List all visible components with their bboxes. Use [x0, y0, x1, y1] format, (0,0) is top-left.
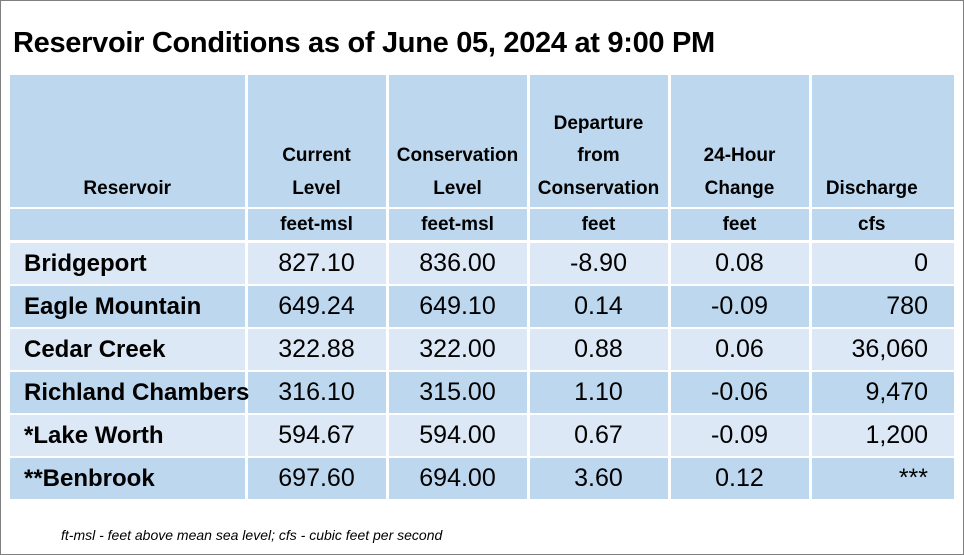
departure-value: -8.90 [528, 241, 671, 286]
change-value: -0.09 [669, 414, 812, 458]
current-level: 649.24 [246, 285, 389, 329]
reservoir-name: Eagle Mountain [10, 285, 248, 329]
header-24h-change: 24-Hour Change [669, 75, 812, 208]
conservation-level: 315.00 [387, 371, 530, 415]
reservoir-name: Bridgeport [10, 241, 248, 286]
current-level: 827.10 [246, 241, 389, 286]
header-line: from [577, 145, 620, 166]
header-line: Discharge [825, 177, 918, 199]
header-line: Departure [553, 112, 644, 134]
change-value: 0.12 [669, 457, 812, 501]
header-line: Level [292, 177, 341, 199]
discharge-value: 0 [810, 241, 954, 286]
table-row: Richland Chambers 316.10 315.00 1.10 -0.… [10, 371, 954, 415]
unit-departure: feet [528, 207, 671, 243]
departure-value: 3.60 [528, 457, 671, 501]
conservation-level: 594.00 [387, 414, 530, 458]
departure-value: 0.67 [528, 414, 671, 458]
header-discharge: Discharge [810, 75, 954, 208]
table-row: Bridgeport 827.10 836.00 -8.90 0.08 0 [10, 241, 954, 286]
departure-value: 1.10 [528, 371, 671, 415]
unit-conservation-level: feet-msl [387, 207, 530, 243]
discharge-value: 780 [810, 285, 954, 329]
unit-discharge: cfs [810, 207, 954, 243]
unit-reservoir [10, 207, 248, 243]
reservoir-name: Richland Chambers [10, 371, 249, 415]
header-reservoir-label: Reservoir [83, 177, 172, 199]
header-line: 24-Hour [703, 145, 776, 166]
conservation-level: 322.00 [387, 328, 530, 372]
table-row: Cedar Creek 322.88 322.00 0.88 0.06 36,0… [10, 328, 954, 372]
current-level: 322.88 [246, 328, 389, 372]
change-value: -0.06 [669, 371, 812, 415]
conservation-level: 649.10 [387, 285, 530, 329]
header-departure: Departure from Conservation [528, 75, 671, 208]
table-row: *Lake Worth 594.67 594.00 0.67 -0.09 1,2… [10, 414, 954, 458]
discharge-value: 1,200 [810, 414, 954, 458]
conservation-level: 694.00 [387, 457, 530, 501]
discharge-value: 36,060 [810, 328, 954, 372]
reservoir-name: **Benbrook [10, 457, 248, 501]
discharge-value: *** [810, 457, 954, 501]
unit-current-level: feet-msl [246, 207, 389, 243]
departure-value: 0.14 [528, 285, 671, 329]
change-value: 0.08 [669, 241, 812, 286]
table-row: **Benbrook 697.60 694.00 3.60 0.12 *** [10, 457, 954, 501]
departure-value: 0.88 [528, 328, 671, 372]
header-line: Conservation [396, 145, 519, 166]
current-level: 697.60 [246, 457, 389, 501]
header-reservoir: Reservoir [10, 75, 248, 208]
change-value: 0.06 [669, 328, 812, 372]
change-value: -0.09 [669, 285, 812, 329]
reservoir-name: Cedar Creek [10, 328, 248, 372]
conservation-level: 836.00 [387, 241, 530, 286]
header-current-level: Current Level [246, 75, 389, 208]
table-row: Eagle Mountain 649.24 649.10 0.14 -0.09 … [10, 285, 954, 329]
header-conservation-level: Conservation Level [387, 75, 530, 208]
header-line: Change [704, 177, 775, 199]
header-line: Current [282, 145, 351, 166]
discharge-value: 9,470 [810, 371, 954, 415]
reservoir-name: *Lake Worth [10, 414, 248, 458]
units-row: feet-msl feet-msl feet feet cfs [10, 207, 954, 243]
current-level: 316.10 [246, 371, 389, 415]
header-line: Conservation [537, 177, 660, 199]
current-level: 594.67 [246, 414, 389, 458]
reservoir-table: Reservoir Current Level Conservation Lev… [10, 75, 954, 501]
unit-24h-change: feet [669, 207, 812, 243]
header-row: Reservoir Current Level Conservation Lev… [10, 75, 954, 208]
header-line: Level [433, 177, 482, 199]
footnote: ft-msl - feet above mean sea level; cfs … [61, 527, 443, 543]
page-title: Reservoir Conditions as of June 05, 2024… [13, 27, 715, 59]
